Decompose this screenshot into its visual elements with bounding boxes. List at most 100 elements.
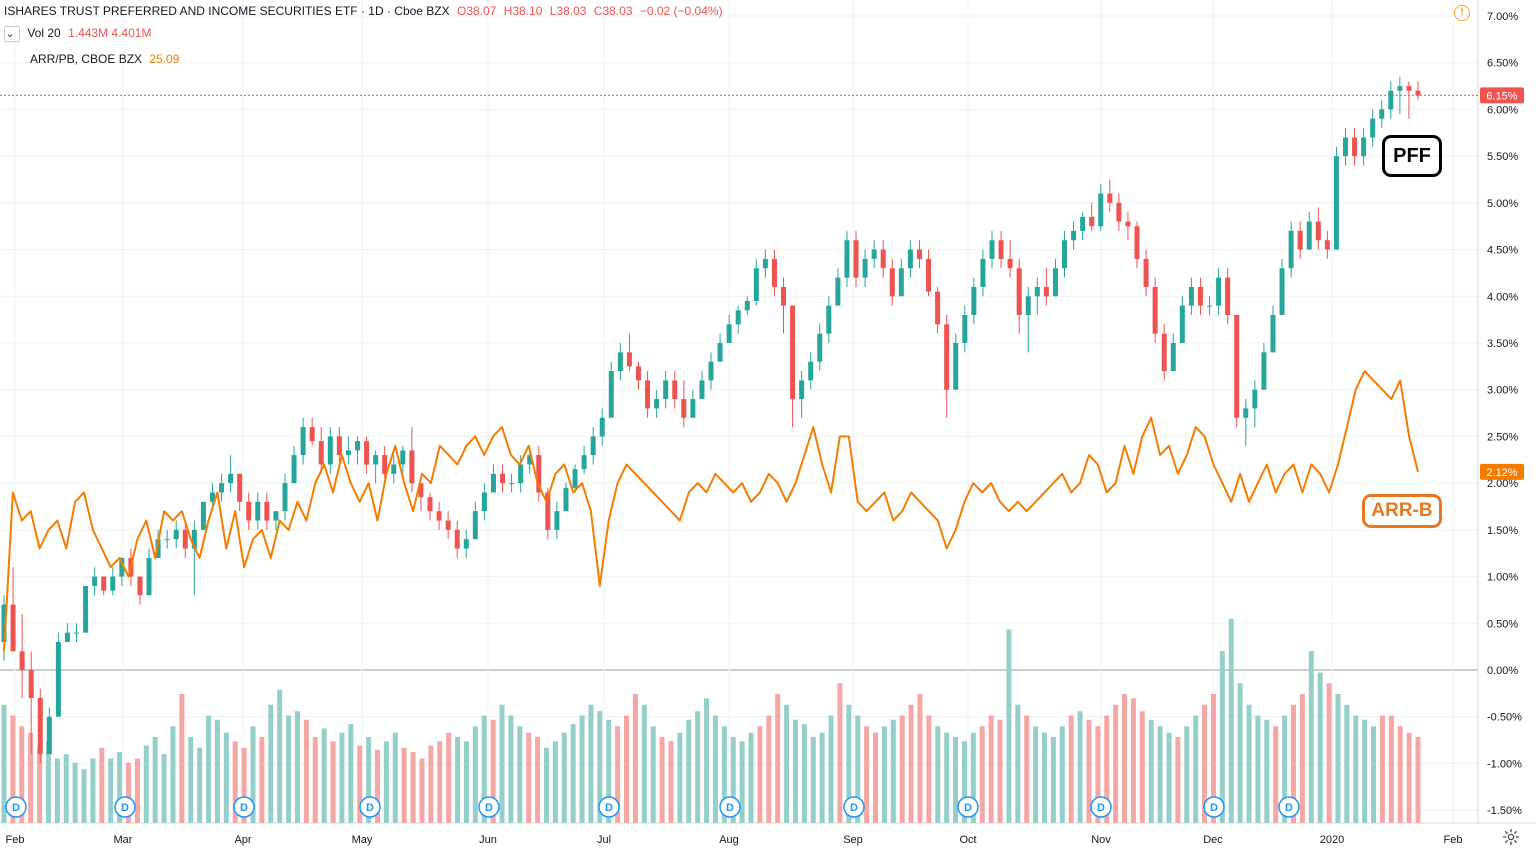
candle-body xyxy=(164,539,170,541)
volume-bar xyxy=(837,683,843,823)
volume-bar xyxy=(881,726,887,823)
warning-icon[interactable]: ! xyxy=(1454,5,1470,21)
volume-bar xyxy=(455,737,461,823)
gear-icon[interactable] xyxy=(1502,828,1520,846)
candle-body xyxy=(645,380,651,409)
volume-bar xyxy=(339,732,345,823)
volume-bar xyxy=(508,715,514,823)
candle-body xyxy=(817,333,823,362)
candle-body xyxy=(1116,202,1122,222)
collapse-legend-button[interactable]: ⌄ xyxy=(4,26,20,42)
volume-bar xyxy=(1228,618,1234,823)
candle-body xyxy=(1415,90,1421,96)
volume-bar xyxy=(855,715,861,823)
candle-body xyxy=(889,268,895,297)
volume-bar xyxy=(1406,732,1412,823)
volume-bar xyxy=(606,719,612,823)
candle-body xyxy=(1352,137,1358,157)
volume-bar xyxy=(134,758,140,823)
candle-body xyxy=(1243,408,1249,418)
dividend-marker-icon xyxy=(5,796,27,818)
volume-bar xyxy=(517,726,523,823)
candle-body xyxy=(808,361,814,381)
candle-body xyxy=(1016,268,1022,315)
dividend-marker-label: D xyxy=(485,802,493,814)
volume-bar xyxy=(579,715,585,823)
arr-b-callout: ARR-B xyxy=(1362,494,1442,528)
dividend-marker-icon xyxy=(1090,796,1112,818)
volume-bar xyxy=(686,719,692,823)
candle-body xyxy=(209,492,215,502)
volume-bar xyxy=(1246,704,1252,823)
volume-bar xyxy=(19,726,25,823)
volume-bar xyxy=(1059,726,1065,823)
volume-bar xyxy=(1379,715,1385,823)
legend-main: ISHARES TRUST PREFERRED AND INCOME SECUR… xyxy=(4,4,727,18)
volume-bar xyxy=(819,732,825,823)
volume-bar xyxy=(214,719,220,823)
candle-body xyxy=(672,380,678,400)
volume-bar xyxy=(650,726,656,823)
volume-bar xyxy=(1157,726,1163,823)
candle-body xyxy=(1098,193,1104,227)
candle-body xyxy=(717,343,723,362)
volume-bar xyxy=(206,715,212,823)
volume-bar xyxy=(873,732,879,823)
y-tick-label: 3.00% xyxy=(1487,385,1518,397)
candle-body xyxy=(237,473,243,502)
dividend-marker-label: D xyxy=(366,802,374,814)
volume-bar xyxy=(695,711,701,823)
volume-bar xyxy=(828,715,834,823)
candle-body xyxy=(1306,221,1312,250)
candle-body xyxy=(998,240,1004,259)
symbol-title: ISHARES TRUST PREFERRED AND INCOME SECUR… xyxy=(4,4,450,18)
volume-label: Vol 20 xyxy=(27,26,61,41)
volume-bar xyxy=(383,741,389,823)
volume-bar xyxy=(143,745,149,823)
volume-bar xyxy=(197,747,203,823)
candle-body xyxy=(1043,286,1049,297)
y-tick-label: 1.00% xyxy=(1487,572,1518,584)
volume-bar xyxy=(970,732,976,823)
volume-bar xyxy=(810,737,816,823)
y-tick-label: 5.00% xyxy=(1487,198,1518,210)
compare-symbol-label: ARR/PB, CBOE BZX xyxy=(30,52,143,66)
dividend-marker-label: D xyxy=(1210,802,1218,814)
candle-body xyxy=(690,399,696,418)
candle-body xyxy=(1297,230,1303,250)
candle-body xyxy=(944,324,950,390)
candle-body xyxy=(46,716,52,755)
volume-bar xyxy=(988,715,994,823)
volume-bar xyxy=(419,758,425,823)
candle-body xyxy=(581,455,587,470)
y-tick-label: 2.50% xyxy=(1487,431,1518,443)
candle-body xyxy=(826,305,832,334)
volume-bar xyxy=(1068,715,1074,823)
volume-bar xyxy=(1015,704,1021,823)
volume-bar xyxy=(757,726,763,823)
candle-body xyxy=(463,539,469,549)
volume-bar xyxy=(588,704,594,823)
volume-bar xyxy=(543,747,549,823)
volume-bar xyxy=(961,741,967,823)
candle-body xyxy=(563,487,569,512)
dividend-marker-label: D xyxy=(726,802,734,814)
volume-bar xyxy=(784,704,790,823)
volume-bar xyxy=(641,704,647,823)
volume-bar xyxy=(446,732,452,823)
volume-bar xyxy=(152,737,158,823)
candle-body xyxy=(318,441,324,465)
candle-body xyxy=(1315,221,1321,241)
dividend-marker-icon xyxy=(114,796,136,818)
volume-bar xyxy=(953,737,959,823)
volume-bar xyxy=(1255,715,1261,823)
volume-bar xyxy=(1335,694,1341,823)
candle-body xyxy=(1216,277,1222,306)
candle-body xyxy=(1143,258,1149,287)
volume-bar xyxy=(303,719,309,823)
volume-bar xyxy=(704,698,710,823)
dividend-marker-icon xyxy=(1278,796,1300,818)
volume-bar xyxy=(170,726,176,823)
y-tick-label: 6.00% xyxy=(1487,104,1518,116)
